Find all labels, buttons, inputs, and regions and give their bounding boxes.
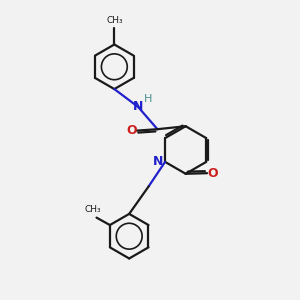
Text: H: H	[144, 94, 153, 103]
Text: O: O	[207, 167, 218, 180]
Text: CH₃: CH₃	[106, 16, 123, 25]
Text: CH₃: CH₃	[85, 205, 101, 214]
Text: O: O	[126, 124, 137, 137]
Text: N: N	[133, 100, 143, 113]
Text: N: N	[153, 155, 164, 168]
